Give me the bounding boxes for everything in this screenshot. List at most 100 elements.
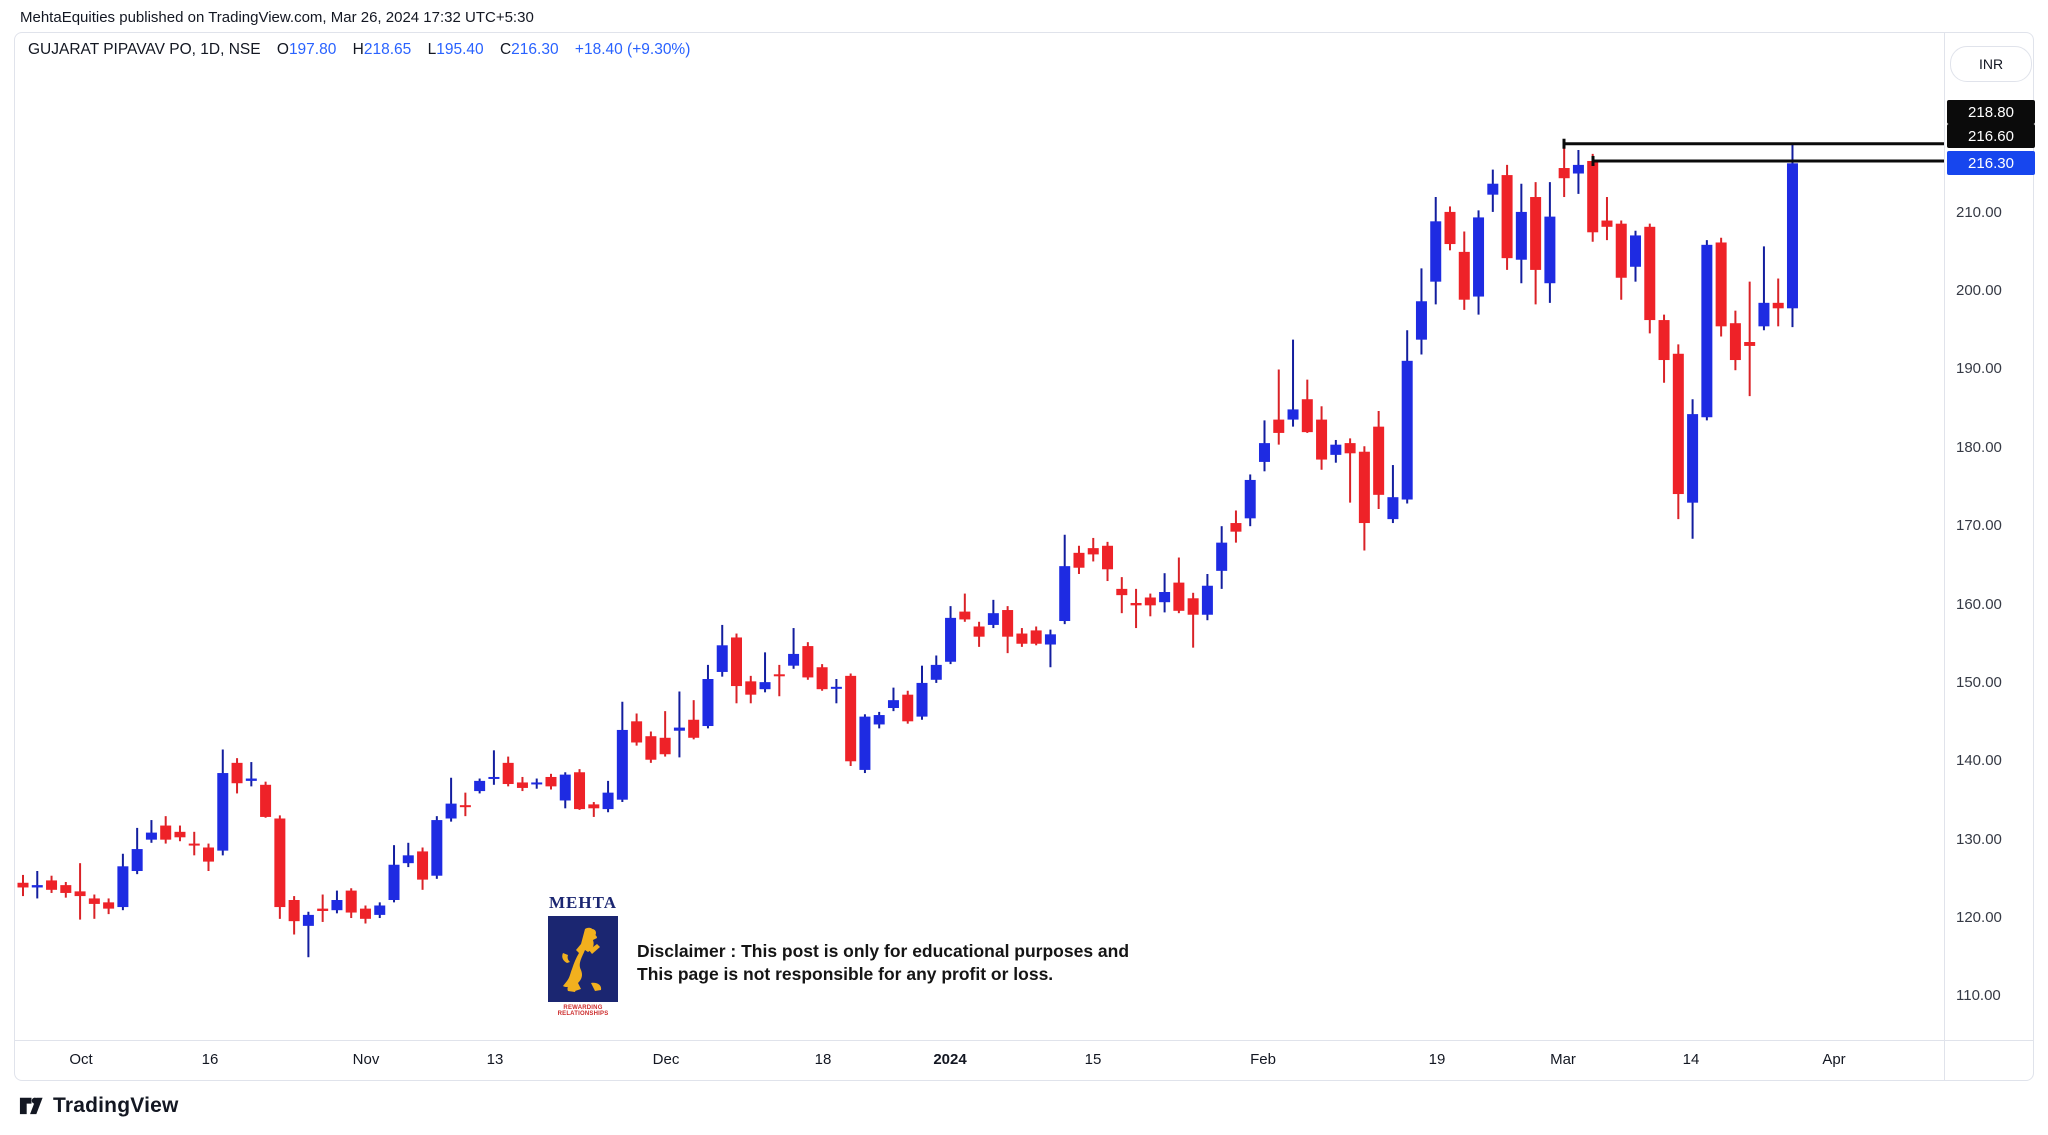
candle-body xyxy=(959,611,971,620)
candle-body xyxy=(1515,211,1527,260)
candle-body xyxy=(631,721,643,743)
price-tick-label: 120.00 xyxy=(1956,909,2002,927)
candle-body xyxy=(1116,588,1128,596)
time-tick-label: 16 xyxy=(201,1051,219,1068)
candle-body xyxy=(802,646,814,678)
disclaimer-line1: Disclaimer : This post is only for educa… xyxy=(637,941,1130,961)
change-value: +18.40 (+9.30%) xyxy=(574,41,691,58)
last-price-tag: 216.30 xyxy=(1947,151,2035,175)
symbol-legend[interactable]: GUJARAT PIPAVAV PO, 1D, NSE O197.80 H218… xyxy=(28,41,690,59)
candle-body xyxy=(531,782,543,785)
candle-body xyxy=(1002,610,1014,637)
candle-body xyxy=(445,803,457,819)
price-tick-label: 200.00 xyxy=(1956,282,2002,300)
candle-body xyxy=(17,882,29,888)
candle-body xyxy=(1415,301,1427,340)
candle-body xyxy=(1701,244,1713,418)
candle-body xyxy=(1144,597,1156,606)
candle-body xyxy=(1201,585,1213,615)
time-tick-label: Apr xyxy=(1822,1051,1846,1068)
candle-body xyxy=(217,773,229,851)
currency-button[interactable]: INR xyxy=(1950,46,2032,82)
candle-body xyxy=(231,762,243,784)
candle-body xyxy=(987,613,999,625)
candle-body xyxy=(388,864,400,901)
candle-body xyxy=(645,736,657,760)
candle-body xyxy=(274,818,286,908)
candle-body xyxy=(1301,399,1313,433)
candle-body xyxy=(402,855,414,864)
published-header: MehtaEquities published on TradingView.c… xyxy=(20,9,534,26)
candle-body xyxy=(887,700,899,708)
candle-body xyxy=(759,682,771,690)
candle-body xyxy=(488,776,500,779)
price-tick-label: 140.00 xyxy=(1956,752,2002,770)
candle-body xyxy=(1044,634,1056,645)
candle-body xyxy=(559,774,571,801)
time-tick-label: 14 xyxy=(1682,1051,1700,1068)
time-tick-label: 18 xyxy=(814,1051,832,1068)
candle-body xyxy=(174,831,186,838)
candle-body xyxy=(1615,223,1627,278)
lion-icon xyxy=(562,927,602,992)
candle-body xyxy=(1544,216,1556,284)
time-tick-label: Feb xyxy=(1250,1051,1276,1068)
candle-body xyxy=(317,908,329,911)
candle-body xyxy=(288,900,300,922)
candle-body xyxy=(1230,523,1242,532)
candle-body xyxy=(203,847,215,862)
candle-body xyxy=(945,617,957,662)
candle-body xyxy=(60,885,72,893)
candle-body xyxy=(431,820,443,876)
candle-body xyxy=(716,645,728,672)
candle-body xyxy=(1387,497,1399,520)
open-letter: O xyxy=(276,41,289,58)
candle-body xyxy=(788,653,800,666)
price-tick-label: 170.00 xyxy=(1956,517,2002,535)
candle-body xyxy=(1715,242,1727,327)
candle-body xyxy=(873,715,885,725)
candle-body xyxy=(1758,302,1770,327)
symbol-name[interactable]: GUJARAT PIPAVAV PO, 1D, NSE xyxy=(28,41,261,58)
candle-body xyxy=(188,843,200,846)
time-tick-label: 19 xyxy=(1428,1051,1446,1068)
candle-body xyxy=(916,682,928,717)
price-tick-label: 180.00 xyxy=(1956,438,2002,456)
candle-body xyxy=(1530,197,1542,270)
candle-body xyxy=(688,719,700,738)
close-letter: C xyxy=(499,41,512,58)
candle-body xyxy=(1672,353,1684,495)
price-line-tag: 218.80 xyxy=(1947,100,2035,124)
candle-body xyxy=(1216,542,1228,571)
price-tick-label: 150.00 xyxy=(1956,673,2002,691)
price-axis-separator xyxy=(1944,33,1945,1080)
tradingview-logo-icon xyxy=(19,1097,43,1115)
disclaimer-line2: This page is not responsible for any pro… xyxy=(637,964,1054,984)
candle-body xyxy=(1273,419,1285,433)
candle-body xyxy=(1016,633,1028,644)
mehta-logo-title: MEHTA xyxy=(549,893,617,912)
candle-body xyxy=(1587,160,1599,233)
candle-body xyxy=(574,772,586,810)
candle-body xyxy=(417,851,429,880)
candle-body xyxy=(1102,545,1114,570)
price-tick-label: 160.00 xyxy=(1956,595,2002,613)
candle-body xyxy=(1658,320,1670,361)
candle-body xyxy=(545,776,557,787)
time-tick-label: 15 xyxy=(1084,1051,1102,1068)
tradingview-attribution[interactable]: TradingView xyxy=(18,1092,179,1119)
candle-body xyxy=(1644,226,1656,321)
candle-body xyxy=(673,727,685,731)
candle-body xyxy=(731,637,742,687)
high-letter: H xyxy=(352,41,364,58)
candle-body xyxy=(359,908,371,919)
candle-body xyxy=(345,890,357,913)
time-tick-label: Dec xyxy=(652,1051,680,1068)
candle-body xyxy=(1401,360,1413,500)
candle-body xyxy=(930,664,942,680)
candle-body xyxy=(1287,409,1299,420)
candle-body xyxy=(1073,552,1085,568)
candle-body xyxy=(516,782,528,788)
price-tick-label: 110.00 xyxy=(1956,987,2001,1005)
